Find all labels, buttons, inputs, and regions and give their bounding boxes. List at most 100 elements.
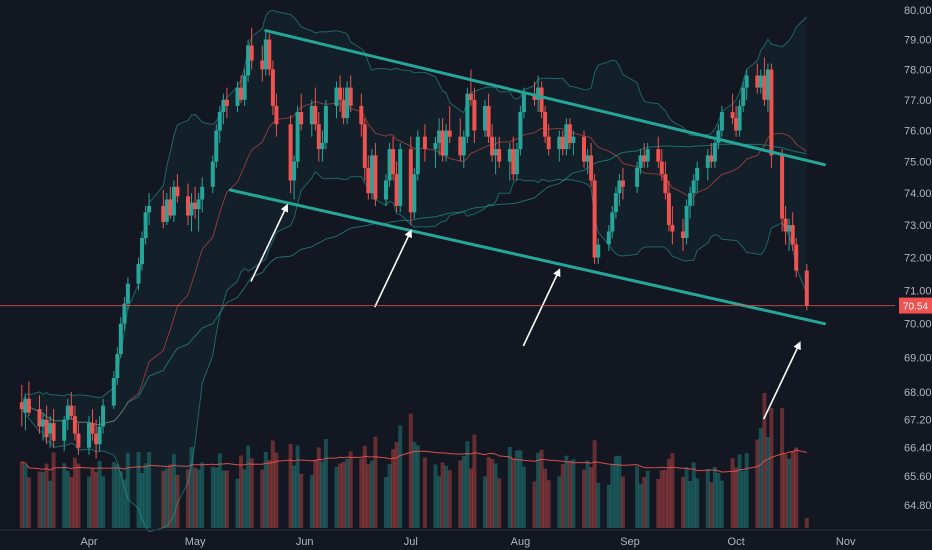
candle-body xyxy=(415,136,420,175)
support-arrow[interactable] xyxy=(522,268,561,347)
candle xyxy=(111,371,116,410)
candle-body xyxy=(168,199,173,216)
trend-channel-lower-line[interactable] xyxy=(228,188,826,326)
candle-body xyxy=(224,99,229,106)
candle-body xyxy=(642,155,647,162)
candle xyxy=(507,142,512,181)
volume-bar xyxy=(486,457,491,528)
candle xyxy=(391,136,396,181)
candle-body xyxy=(716,130,721,143)
volume-bar xyxy=(790,451,795,528)
candle xyxy=(666,180,671,232)
volume-bar xyxy=(115,464,120,528)
volume-bar xyxy=(691,462,696,528)
x-tick-label: Sep xyxy=(620,536,640,548)
candle xyxy=(224,87,229,119)
candle-body xyxy=(765,69,770,100)
candle xyxy=(695,161,700,194)
candle xyxy=(447,105,452,143)
volume-bar xyxy=(422,457,427,528)
candle xyxy=(483,99,487,137)
candle xyxy=(193,186,198,219)
price-axis[interactable]: 80.00 79.00 78.00 77.00 76.00 75.00 74.00 73.00… xyxy=(904,5,932,512)
volume-bar xyxy=(642,477,647,528)
candle-body xyxy=(638,155,643,168)
candle-body xyxy=(122,303,127,324)
candle-body xyxy=(143,212,148,238)
candle-body xyxy=(260,60,265,70)
candle xyxy=(341,87,346,125)
support-arrow[interactable] xyxy=(762,341,801,420)
volume-bar xyxy=(338,463,343,528)
candle xyxy=(345,81,350,125)
volume-bar xyxy=(189,447,194,528)
candle xyxy=(147,193,152,226)
candle xyxy=(617,174,622,206)
volume-bar xyxy=(507,446,512,528)
candle xyxy=(143,205,148,245)
candle-body xyxy=(118,323,123,355)
candle-body xyxy=(440,130,445,156)
price-axis-panel[interactable] xyxy=(895,0,932,530)
candle-body xyxy=(37,409,42,427)
candle-body xyxy=(681,231,685,238)
candle-body xyxy=(620,180,625,187)
candle-body xyxy=(596,244,601,258)
candle xyxy=(62,416,67,452)
candle-layer xyxy=(19,27,809,459)
candle-body xyxy=(659,161,664,175)
candle xyxy=(659,149,664,181)
volume-bar xyxy=(408,413,413,528)
trend-channel-upper-line[interactable] xyxy=(264,29,826,167)
candle xyxy=(415,130,420,181)
candle xyxy=(468,69,473,106)
candle xyxy=(398,142,403,213)
volume-bar xyxy=(97,460,102,528)
candle xyxy=(783,205,788,245)
candle xyxy=(362,118,367,181)
candle xyxy=(737,99,742,137)
candle xyxy=(48,416,53,448)
volume-bar xyxy=(69,476,74,528)
candle-body xyxy=(200,186,205,200)
support-arrow[interactable] xyxy=(374,229,412,308)
volume-bar xyxy=(274,452,279,528)
volume-bar xyxy=(783,454,788,528)
volume-bar xyxy=(62,463,67,528)
candle-body xyxy=(62,419,67,441)
candle-body xyxy=(345,87,350,119)
candle-body xyxy=(309,105,314,125)
candle xyxy=(186,183,190,226)
volume-bar xyxy=(589,467,594,528)
volume-bar xyxy=(369,460,374,528)
volume-bar xyxy=(461,456,466,528)
volume-bar xyxy=(719,480,724,528)
candle-body xyxy=(783,218,788,232)
y-tick-label: 78.00 xyxy=(904,65,932,77)
volume-bar xyxy=(348,451,353,528)
candle xyxy=(787,218,792,251)
volume-bar xyxy=(557,476,562,528)
candle xyxy=(37,395,42,434)
candle-body xyxy=(140,238,144,264)
y-tick-label: 76.00 xyxy=(904,126,932,138)
support-arrow[interactable] xyxy=(250,203,289,282)
y-tick-label: 70.00 xyxy=(904,319,932,331)
candle xyxy=(437,118,442,156)
volume-bar xyxy=(617,455,622,528)
candle-body xyxy=(490,136,495,156)
candle xyxy=(688,186,693,219)
y-tick-label: 65.60 xyxy=(904,471,932,483)
candle xyxy=(171,180,176,222)
volume-bar xyxy=(260,469,265,528)
candle-body xyxy=(44,419,49,438)
candle-body xyxy=(320,142,325,150)
y-tick-label: 73.00 xyxy=(904,220,932,232)
candle-body xyxy=(663,174,668,194)
candle-body xyxy=(769,69,774,156)
volume-bar xyxy=(758,428,763,528)
time-axis[interactable]: Apr May Jun Jul Aug Sep Oct Nov xyxy=(80,536,856,548)
candle-body xyxy=(483,105,487,131)
candle xyxy=(486,93,491,143)
